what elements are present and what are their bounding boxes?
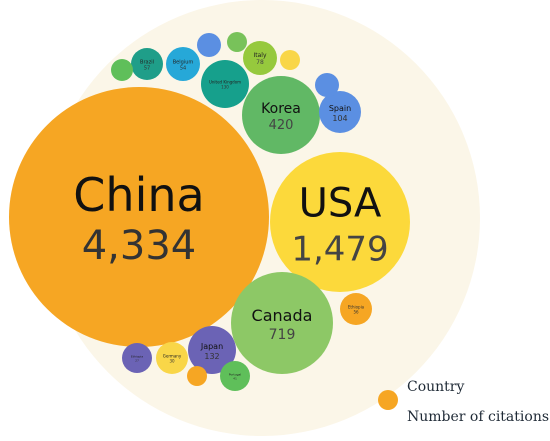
bubble-value-label: 30 <box>169 358 175 363</box>
bubble-value-label: 132 <box>204 352 219 361</box>
bubble-country-label: Ethiopia <box>131 355 143 359</box>
bubble-value-label: 4,334 <box>82 223 197 269</box>
bubble-circle-italy <box>243 41 277 75</box>
bubble-circle-belgium <box>166 47 200 81</box>
bubble-circle-unlabeled <box>315 73 339 97</box>
bubble-circle-unlabeled <box>197 33 221 57</box>
bubble-circle-korea <box>242 76 320 154</box>
bubble-value-label: 54 <box>180 65 186 71</box>
bubble-value-label: 56 <box>353 309 359 314</box>
bubble-unlabeled <box>227 32 247 52</box>
bubble-country-label: China <box>73 168 204 222</box>
bubble-unlabeled <box>187 366 207 386</box>
bubble-unlabeled <box>197 33 221 57</box>
bubble-circle-germany <box>156 342 188 374</box>
bubble-country-label: Portugal <box>229 373 242 377</box>
bubble-circle-japan <box>188 326 236 374</box>
bubble-circle-united-kingdom <box>201 60 249 108</box>
legend-swatch <box>378 390 398 410</box>
bubble-country-label: United Kingdom <box>209 79 241 84</box>
bubble-value-label: 27 <box>135 359 139 363</box>
bubble-circle-unlabeled <box>227 32 247 52</box>
bubble-circle-unlabeled <box>280 50 300 70</box>
bubble-value-label: 1,479 <box>291 230 388 270</box>
bubble-value-label: 57 <box>144 65 150 71</box>
bubble-unlabeled <box>111 59 133 81</box>
bubble-circle-china <box>9 87 269 347</box>
bubble-country-label: Ethiopia <box>348 304 365 309</box>
bubble-circle-unlabeled <box>111 59 133 81</box>
bubble-value-label: 41 <box>233 377 237 381</box>
bubble-value-label: 420 <box>269 118 294 133</box>
bubble-unlabeled <box>280 50 300 70</box>
bubble-country-label: Brazil <box>140 59 154 65</box>
bubble-country-label: Japan <box>200 342 223 351</box>
bubble-circle-brazil <box>131 48 163 80</box>
bubble-country-label: Spain <box>329 104 351 113</box>
bubble-country-label: Canada <box>252 306 313 325</box>
bubble-value-label: 719 <box>269 327 296 343</box>
bubble-country-label: USA <box>299 181 382 227</box>
bubble-country-label: Italy <box>253 52 266 59</box>
bubble-circle-portugal <box>220 361 250 391</box>
bubble-value-label: 104 <box>332 114 347 123</box>
bubble-country-label: Germany <box>163 353 182 358</box>
bubble-country-label: Belgium <box>173 59 194 65</box>
legend: Country Number of citations <box>378 377 550 433</box>
bubble-circle-ethiopia <box>122 343 152 373</box>
bubble-value-label: 130 <box>221 84 229 89</box>
legend-citations-label: Number of citations <box>407 409 550 425</box>
bubble-country-label: Korea <box>261 101 301 117</box>
bubble-circle-spain <box>319 91 361 133</box>
bubble-canada: Canada 719 <box>231 272 333 374</box>
bubble-circle-usa <box>270 152 410 292</box>
bubble-circle-unlabeled <box>187 366 207 386</box>
legend-country-label: Country <box>407 379 465 395</box>
bubble-circle-canada <box>231 272 333 374</box>
bubble-unlabeled <box>315 73 339 97</box>
bubble-circle-ethiopia <box>340 293 372 325</box>
bubble-value-label: 78 <box>256 59 264 66</box>
